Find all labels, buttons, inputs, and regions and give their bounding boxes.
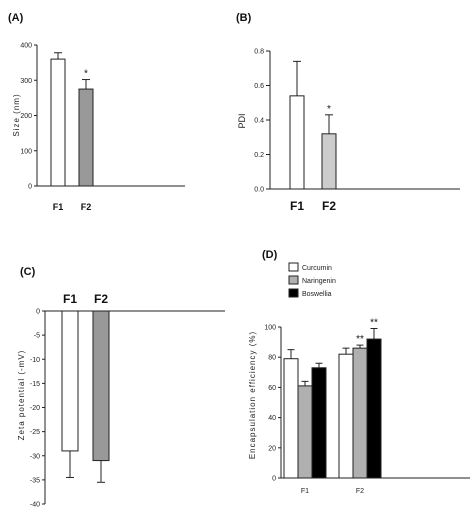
panel-d-legend-swatch <box>288 275 299 285</box>
panel-b: (B) PDI 0.0 0.2 0.4 0.6 0.8 F1 F2 * <box>236 12 460 213</box>
panel-d-legend-label: Naringenin <box>302 278 336 285</box>
panel-d-category-label: F2 <box>356 488 364 495</box>
panel-a-category-label: F1 <box>53 202 64 212</box>
panel-d-label: (D) <box>262 249 278 261</box>
panel-a-label: (A) <box>8 12 24 24</box>
panel-a-category-label: F2 <box>81 202 92 212</box>
panel-d-significance: ** <box>356 334 364 345</box>
panel-c-ytick-label: -35 <box>30 477 40 484</box>
panel-c-ytick-label: -10 <box>30 357 40 364</box>
panel-c-bar <box>92 310 110 462</box>
panel-d-ytick-label: 40 <box>268 415 276 422</box>
panel-d-ytick-label: 80 <box>268 355 276 362</box>
panel-d-bar <box>338 353 354 479</box>
panel-d-legend-label: Curcumin <box>302 265 332 272</box>
panel-d-bar <box>283 358 299 479</box>
panel-b-category-label: F2 <box>322 199 336 213</box>
panel-a-bar <box>78 88 94 187</box>
panel-d-ytick-label: 60 <box>268 385 276 392</box>
panel-d-legend-swatch <box>288 262 299 272</box>
panel-d-bar <box>366 338 382 479</box>
panel-a-ytick-label: 300 <box>20 78 32 85</box>
panel-c-category-label: F2 <box>94 292 108 306</box>
panel-a-ylabel: Size (nm) <box>12 93 21 136</box>
panel-b-ytick-label: 0.6 <box>254 83 264 90</box>
panel-c-ytick-label: -25 <box>30 429 40 436</box>
panel-d-legend-label: Boswellia <box>302 291 332 298</box>
panel-c-ytick-label: -40 <box>30 502 40 509</box>
panel-c-category-label: F1 <box>63 292 77 306</box>
panel-b-ytick-label: 0.8 <box>254 49 264 56</box>
panel-a-bar <box>50 58 66 187</box>
panel-b-ytick-label: 0.2 <box>254 152 264 159</box>
panel-c-ylabel: Zeta potential (-mV) <box>17 350 26 441</box>
panel-d-ylabel: Encapsulation efficiency (%) <box>248 331 257 459</box>
panel-d-ytick-label: 0 <box>272 476 276 483</box>
panel-a-ytick-label: 100 <box>20 148 32 155</box>
panel-b-bar <box>289 95 305 190</box>
panel-b-ylabel: PDI <box>237 113 247 128</box>
panel-a: (A) Size (nm) 0 100 200 300 400 F1 F2 * <box>8 12 185 212</box>
panel-c-ytick-label: -15 <box>30 381 40 388</box>
panel-c-ytick-label: -30 <box>30 453 40 460</box>
panel-b-category-label: F1 <box>290 199 304 213</box>
panel-a-significance: * <box>84 69 88 80</box>
panel-d-bar <box>297 385 313 479</box>
panel-c-ytick-label: -20 <box>30 405 40 412</box>
panel-c-bar <box>61 310 79 452</box>
panel-d-significance: ** <box>370 318 378 329</box>
panel-a-ytick-label: 200 <box>20 113 32 120</box>
panel-b-ytick-label: 0.0 <box>254 187 264 194</box>
panel-d-legend-swatch <box>288 288 299 298</box>
panel-d-category-label: F1 <box>301 488 309 495</box>
panel-c-ytick-label: 0 <box>36 309 40 316</box>
panel-d-ytick-label: 100 <box>264 325 276 332</box>
panel-d-bar <box>352 347 368 479</box>
panel-b-bar <box>321 133 337 190</box>
panel-c: (C) Zeta potential (-mV) 0 -5 -10 -15 -20 -25… <box>17 266 225 509</box>
panel-d: (D) Encapsulation efficiency (%) 0 20 40 60… <box>248 249 470 495</box>
panel-c-label: (C) <box>20 266 36 278</box>
panel-c-ytick-label: -5 <box>34 333 40 340</box>
panel-a-ytick-label: 400 <box>20 43 32 50</box>
panel-b-ytick-label: 0.4 <box>254 118 264 125</box>
panel-b-significance: * <box>327 104 331 115</box>
panel-b-label: (B) <box>236 12 252 24</box>
panel-d-ytick-label: 20 <box>268 445 276 452</box>
panel-d-bar <box>311 367 327 479</box>
panel-a-ytick-label: 0 <box>28 184 32 191</box>
